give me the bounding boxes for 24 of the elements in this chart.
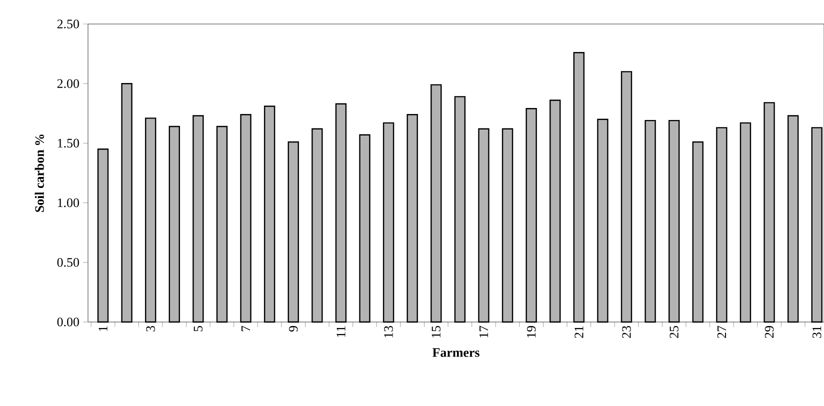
x-tick-label: 13 [384,326,393,338]
x-tick-label: 1 [98,326,108,331]
x-tick-label: 27 [717,326,726,338]
x-tick-label: 25 [670,326,678,338]
x-tick-label: 23 [622,326,631,338]
x-tick-label: 3 [146,326,155,332]
x-axis-title: Farmers [432,348,480,357]
x-tick-label: 11 [336,326,346,337]
x-tick-label: 19 [526,326,536,338]
y-tick-label: 1.50 [58,138,79,148]
x-tick-label: 29 [764,326,774,338]
x-tick-label: 31 [812,326,822,338]
x-tick-label: 21 [574,326,584,338]
x-tick-label: 7 [242,326,250,332]
y-tick-label: 1.00 [58,198,79,208]
y-tick-label: 0.00 [57,318,79,326]
y-tick-label: 2.00 [57,79,79,88]
x-tick-label: 17 [479,326,488,338]
y-tick-label: 0.50 [57,258,79,267]
x-tick-label: 15 [432,326,440,338]
x-tick-label: 9 [289,326,298,332]
y-tick-label: 2.50 [57,20,79,28]
x-tick-label: 5 [194,326,202,332]
y-axis-title: Soil carbon % [34,134,44,212]
